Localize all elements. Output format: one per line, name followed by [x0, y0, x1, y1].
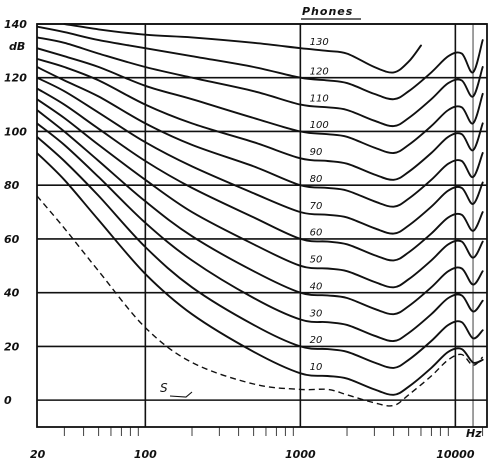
y-tick-label-20: 20 [4, 340, 20, 353]
y-tick-label-120: 120 [4, 72, 27, 85]
phon-curve-label-50: 50 [310, 255, 323, 266]
phon-curve-label-130: 130 [310, 37, 329, 48]
phon-curve-label-120: 120 [310, 66, 329, 77]
plot-frame [36, 23, 488, 428]
x-tick-label-20: 20 [30, 448, 46, 461]
phon-curve-130 [63, 23, 422, 74]
phon-curve-label-10: 10 [310, 362, 323, 373]
y-tick-label-0: 0 [4, 394, 12, 407]
phon-curve-label-70: 70 [310, 201, 323, 212]
y-axis-tick-labels: 0 20 40 60 80 100 120 140 [3, 18, 27, 407]
threshold-line [37, 195, 484, 407]
legend-title: Phones [302, 5, 353, 18]
x-axis-label: Hz [466, 427, 482, 440]
hearing-threshold-curve [37, 195, 484, 407]
x-tick-label-10000: 10000 [436, 448, 475, 461]
phon-curves [37, 23, 484, 396]
phon-curve-90 [37, 57, 484, 181]
phon-curve-30 [37, 122, 484, 342]
threshold-label: S [160, 381, 168, 395]
phon-curve-10 [37, 152, 484, 396]
phon-curve-label-20: 20 [310, 335, 323, 346]
phon-curve-labels: 10 20 30 40 50 60 70 80 90 100 110 120 130 [310, 37, 329, 373]
phon-curve-label-80: 80 [310, 174, 323, 185]
phon-curve-50 [37, 98, 484, 289]
phon-curve-label-40: 40 [310, 281, 323, 292]
x-tick-label-1000: 1000 [285, 448, 316, 461]
phon-curve-20 [37, 135, 484, 369]
phon-curve-label-30: 30 [310, 308, 323, 319]
y-axis-label: dB [9, 40, 25, 53]
y-tick-label-60: 60 [4, 233, 20, 246]
phon-curve-60 [37, 87, 484, 262]
phon-curve-40 [37, 109, 484, 316]
phon-curve-label-100: 100 [310, 120, 329, 131]
phon-curve-80 [37, 66, 484, 208]
threshold-label-leader [169, 391, 193, 398]
phon-curve-label-110: 110 [310, 93, 329, 104]
x-tick-label-100: 100 [134, 448, 157, 461]
phon-curve-label-90: 90 [310, 147, 323, 158]
y-tick-label-100: 100 [4, 125, 27, 138]
y-tick-label-80: 80 [4, 179, 20, 192]
x-axis-tick-labels: 20 100 1000 10000 [30, 448, 475, 461]
phon-curve-100 [37, 47, 484, 154]
phon-curve-70 [37, 76, 484, 235]
y-tick-label-40: 40 [3, 287, 20, 300]
phon-curve-120 [37, 25, 484, 101]
grid [36, 23, 488, 436]
y-tick-label-140: 140 [4, 18, 27, 31]
phon-curve-label-60: 60 [310, 228, 323, 239]
phon-curve-110 [37, 36, 484, 128]
